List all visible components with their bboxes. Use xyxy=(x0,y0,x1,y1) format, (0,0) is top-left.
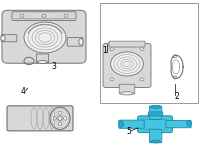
FancyBboxPatch shape xyxy=(7,106,73,131)
Ellipse shape xyxy=(120,92,134,95)
Ellipse shape xyxy=(50,107,70,129)
FancyBboxPatch shape xyxy=(36,54,49,63)
Ellipse shape xyxy=(37,61,47,64)
Ellipse shape xyxy=(58,122,62,126)
Circle shape xyxy=(140,78,144,81)
Text: 1: 1 xyxy=(103,46,107,55)
FancyBboxPatch shape xyxy=(148,112,163,116)
Ellipse shape xyxy=(119,121,123,127)
Circle shape xyxy=(110,48,114,51)
Text: 4: 4 xyxy=(21,87,25,96)
Ellipse shape xyxy=(58,116,62,121)
Text: 5: 5 xyxy=(127,127,131,136)
Ellipse shape xyxy=(151,105,160,108)
FancyBboxPatch shape xyxy=(2,10,86,63)
FancyBboxPatch shape xyxy=(149,106,162,120)
Circle shape xyxy=(111,52,143,76)
Ellipse shape xyxy=(63,117,67,120)
Circle shape xyxy=(110,78,114,81)
Text: 3: 3 xyxy=(52,62,56,71)
Ellipse shape xyxy=(53,117,57,120)
Circle shape xyxy=(42,14,46,17)
Circle shape xyxy=(64,14,68,17)
FancyBboxPatch shape xyxy=(138,116,172,133)
FancyBboxPatch shape xyxy=(109,41,145,47)
Circle shape xyxy=(20,14,24,17)
Ellipse shape xyxy=(151,140,160,143)
Ellipse shape xyxy=(1,35,5,41)
Bar xyxy=(100,3,198,103)
FancyBboxPatch shape xyxy=(1,35,17,42)
FancyBboxPatch shape xyxy=(67,38,83,46)
FancyBboxPatch shape xyxy=(103,43,151,87)
FancyBboxPatch shape xyxy=(119,120,144,128)
Circle shape xyxy=(140,48,144,51)
Ellipse shape xyxy=(187,120,191,126)
Ellipse shape xyxy=(58,111,62,115)
Ellipse shape xyxy=(79,39,83,45)
FancyBboxPatch shape xyxy=(166,120,191,128)
FancyBboxPatch shape xyxy=(12,12,76,21)
Circle shape xyxy=(24,22,66,53)
FancyBboxPatch shape xyxy=(119,84,135,94)
Text: 2: 2 xyxy=(175,92,179,101)
FancyBboxPatch shape xyxy=(149,129,162,143)
